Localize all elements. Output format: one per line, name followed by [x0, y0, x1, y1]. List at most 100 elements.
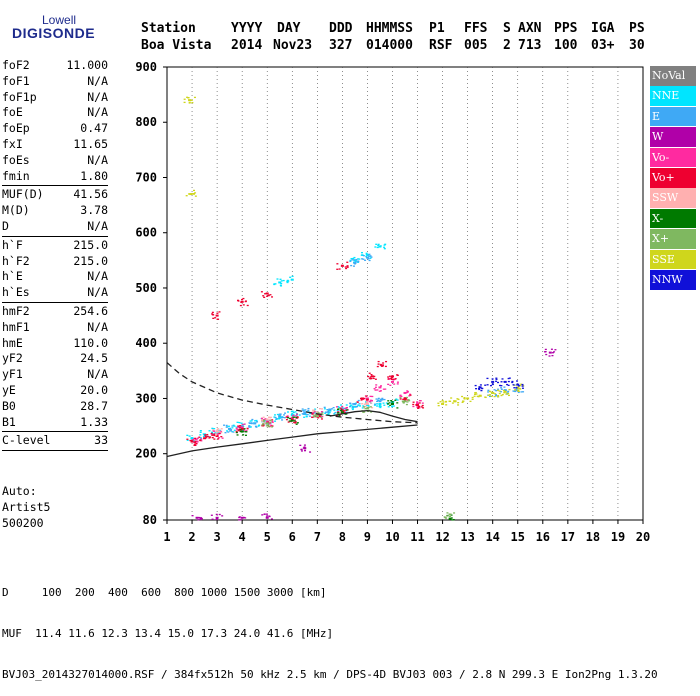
data-point-scatter: [354, 263, 357, 265]
data-point-scatter: [401, 400, 404, 402]
header-value: 100: [554, 38, 578, 53]
data-point-scatter: [501, 378, 504, 380]
data-point-scatter: [344, 266, 347, 268]
parameter-row: h`E N/A: [2, 269, 108, 285]
parameter-name: fxI: [2, 136, 23, 151]
profile-line-profile-upper: [329, 409, 418, 423]
data-point-scatter: [364, 259, 367, 261]
data-point-scatter: [517, 390, 520, 392]
parameter-value: N/A: [87, 319, 108, 334]
data-point-scatter: [312, 412, 315, 414]
data-point-scatter: [364, 405, 367, 407]
data-point-scatter: [498, 390, 501, 392]
data-point-scatter: [369, 378, 372, 380]
data-point-scatter: [325, 411, 328, 413]
data-point-scatter: [202, 433, 205, 435]
legend-item: SSE: [650, 249, 696, 270]
data-point-scatter: [314, 415, 317, 418]
data-point-scatter: [503, 392, 506, 394]
parameter-value: 28.7: [80, 398, 108, 413]
data-point-scatter: [337, 412, 340, 414]
data-point-scatter: [421, 404, 424, 407]
data-point-scatter: [395, 398, 398, 400]
data-point-scatter: [358, 258, 361, 260]
data-point-scatter: [345, 404, 348, 406]
data-point-scatter: [457, 398, 460, 401]
parameter-value: 33: [94, 433, 108, 448]
data-point-scatter: [319, 415, 322, 417]
data-point-scatter: [495, 380, 498, 382]
data-point: [240, 426, 244, 429]
data-point-scatter: [261, 419, 264, 421]
data-point-scatter: [205, 437, 208, 439]
data-point-scatter: [412, 405, 415, 408]
data-point-scatter: [186, 439, 189, 441]
data-point-scatter: [368, 253, 371, 255]
data-point-scatter: [417, 407, 420, 409]
data-point-scatter: [236, 434, 239, 436]
data-point-scatter: [437, 404, 440, 407]
data-point-scatter: [381, 399, 384, 401]
data-point-scatter: [367, 410, 370, 413]
data-point-scatter: [379, 406, 382, 409]
parameter-row: foEp 0.47: [2, 121, 108, 137]
parameter-value: N/A: [87, 152, 108, 167]
data-point-scatter: [197, 519, 200, 521]
data-point: [353, 405, 357, 408]
data-point-scatter: [368, 255, 371, 257]
data-point-scatter: [296, 422, 299, 424]
data-point-scatter: [497, 396, 500, 398]
data-point-scatter: [355, 258, 358, 261]
data-point-scatter: [396, 374, 399, 376]
parameter-value: 215.0: [73, 237, 108, 252]
parameter-name: h`F: [2, 237, 23, 252]
data-point-scatter: [302, 447, 305, 449]
data-point-scatter: [213, 434, 216, 437]
data-point-scatter: [291, 412, 294, 415]
data-point: [240, 427, 244, 430]
profile-line-dashed: [166, 362, 418, 424]
data-point-scatter: [261, 425, 264, 427]
data-point-scatter: [418, 402, 421, 404]
parameter-name: fmin: [2, 168, 30, 183]
data-point-scatter: [450, 397, 453, 399]
data-point-scatter: [302, 410, 305, 412]
data-point-scatter: [216, 312, 219, 314]
data-point-scatter: [208, 430, 211, 432]
data-point-scatter: [239, 425, 242, 427]
parameter-name: C-level: [2, 433, 51, 448]
parameter-value: 110.0: [73, 335, 108, 350]
data-point-scatter: [235, 431, 238, 434]
data-point-scatter: [333, 413, 336, 415]
data-point-scatter: [378, 404, 381, 407]
data-point-scatter: [236, 421, 239, 423]
data-point-scatter: [320, 411, 323, 413]
header-value: 30: [629, 38, 645, 53]
header-value: RSF: [429, 38, 453, 53]
data-point-scatter: [451, 402, 454, 404]
data-point-scatter: [473, 395, 476, 397]
data-point-scatter: [199, 434, 202, 436]
data-point-scatter: [240, 301, 243, 303]
data-point-scatter: [324, 411, 327, 413]
data-point-scatter: [257, 425, 260, 427]
data-point-scatter: [305, 415, 308, 418]
data-point-scatter: [261, 420, 264, 422]
data-point-scatter: [338, 268, 341, 270]
data-point-scatter: [223, 424, 226, 426]
logo-digisonde: DIGISONDE: [12, 25, 96, 41]
data-point-scatter: [245, 430, 248, 432]
data-point-scatter: [187, 97, 190, 99]
data-point: [290, 419, 294, 422]
data-point-scatter: [352, 407, 355, 409]
data-point-scatter: [475, 388, 478, 390]
data-point-scatter: [231, 425, 234, 427]
data-point-scatter: [517, 387, 520, 390]
data-point-scatter: [186, 96, 189, 98]
data-point-scatter: [377, 363, 380, 365]
data-point-scatter: [520, 383, 523, 385]
data-point-scatter: [211, 427, 214, 430]
data-point-scatter: [214, 432, 217, 434]
data-point-scatter: [286, 411, 289, 413]
data-point-scatter: [474, 392, 477, 394]
